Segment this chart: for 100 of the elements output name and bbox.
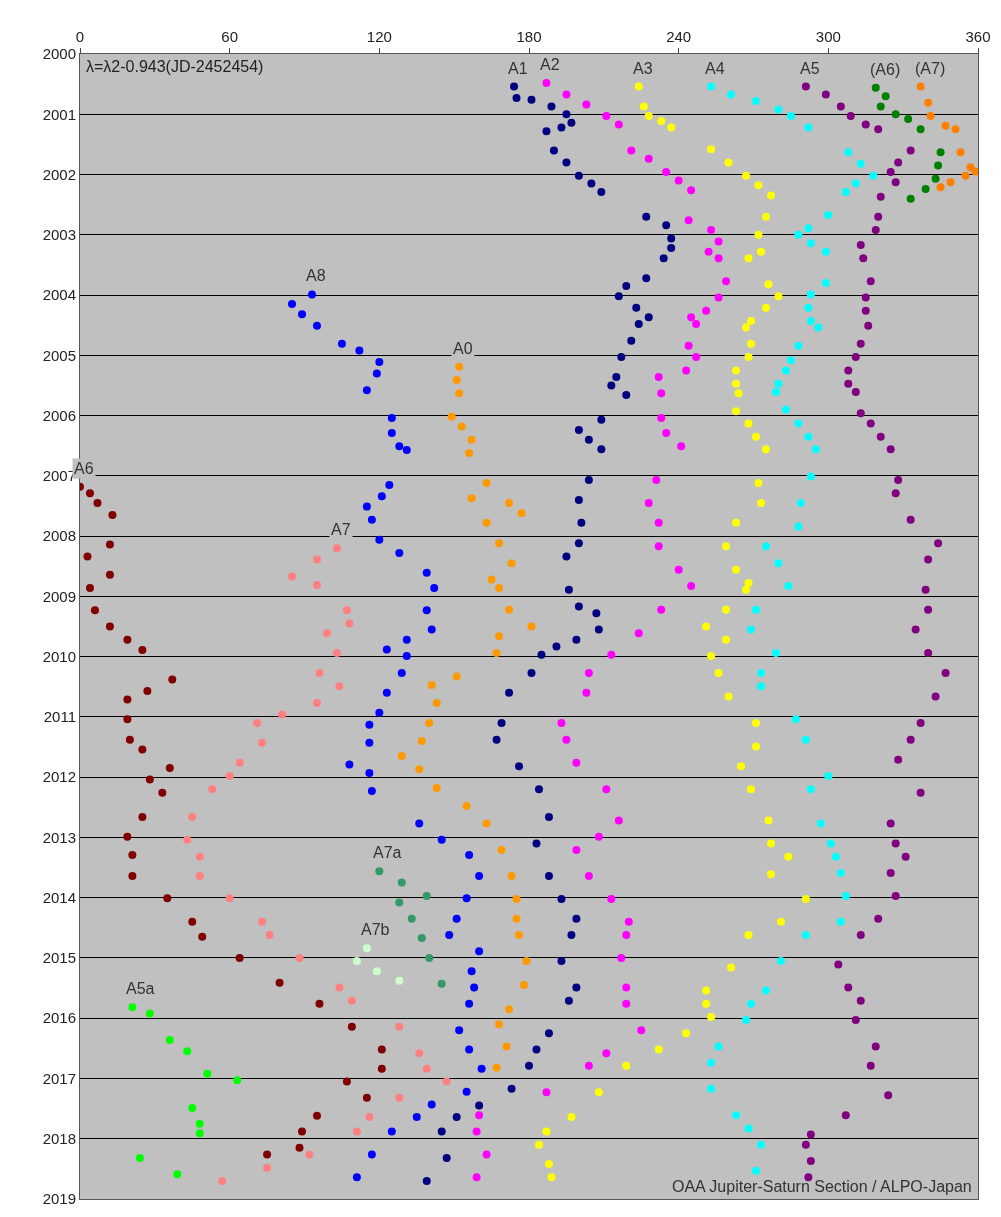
point bbox=[936, 183, 945, 192]
point bbox=[377, 1064, 386, 1073]
x-tick-label: 60 bbox=[221, 28, 239, 45]
series-label: A7a bbox=[373, 844, 402, 861]
point bbox=[425, 718, 434, 727]
point bbox=[951, 125, 960, 134]
point bbox=[881, 92, 890, 101]
point bbox=[477, 1064, 486, 1073]
point bbox=[295, 1143, 304, 1152]
point bbox=[495, 539, 504, 548]
point bbox=[971, 167, 978, 176]
y-tick-label: 2006 bbox=[42, 406, 76, 424]
point bbox=[395, 548, 404, 557]
point bbox=[465, 850, 474, 859]
annotation: λ=λ2-0.943(JD-2452454) bbox=[86, 58, 264, 75]
point bbox=[315, 668, 324, 677]
point bbox=[445, 931, 454, 940]
point bbox=[375, 867, 384, 876]
point bbox=[128, 850, 137, 859]
point bbox=[395, 1022, 404, 1031]
point bbox=[165, 764, 174, 773]
point bbox=[225, 894, 234, 903]
point bbox=[382, 688, 391, 697]
series-label: A3 bbox=[633, 60, 653, 77]
point bbox=[108, 511, 117, 520]
point bbox=[347, 996, 356, 1005]
point bbox=[195, 871, 204, 880]
point bbox=[452, 672, 461, 681]
point bbox=[395, 898, 404, 907]
point bbox=[465, 1045, 474, 1054]
point bbox=[93, 498, 102, 507]
point bbox=[397, 752, 406, 761]
point bbox=[198, 932, 207, 941]
point bbox=[352, 956, 361, 965]
x-tick-label: 360 bbox=[965, 28, 991, 45]
point bbox=[387, 429, 396, 438]
y-tick-label: 2017 bbox=[42, 1069, 76, 1087]
point bbox=[876, 102, 885, 111]
point bbox=[891, 110, 900, 119]
series-label: (A6) bbox=[870, 61, 901, 78]
point bbox=[517, 509, 526, 518]
point bbox=[173, 1170, 182, 1179]
point bbox=[946, 178, 955, 187]
series-label: A7b bbox=[361, 921, 390, 938]
point bbox=[505, 1005, 514, 1014]
point bbox=[332, 649, 341, 658]
point bbox=[375, 708, 384, 717]
point bbox=[427, 680, 436, 689]
y-tick-label: 2016 bbox=[42, 1009, 76, 1027]
point bbox=[188, 917, 197, 926]
point bbox=[90, 606, 99, 615]
y-tick-label: 2001 bbox=[42, 105, 76, 123]
point bbox=[322, 629, 331, 638]
point bbox=[452, 914, 461, 923]
point bbox=[505, 605, 514, 614]
point bbox=[455, 389, 464, 398]
point bbox=[225, 771, 234, 780]
point bbox=[352, 1173, 361, 1182]
series-label: A0 bbox=[453, 340, 473, 357]
point bbox=[105, 570, 114, 579]
y-tick-label: 2014 bbox=[42, 888, 76, 906]
point bbox=[492, 649, 501, 658]
series-label: (A7) bbox=[915, 60, 946, 77]
point bbox=[956, 148, 965, 157]
point bbox=[507, 559, 516, 568]
point bbox=[397, 668, 406, 677]
point bbox=[195, 1119, 204, 1128]
point bbox=[916, 125, 925, 134]
point bbox=[916, 82, 925, 91]
point bbox=[235, 953, 244, 962]
y-tick-label: 2000 bbox=[42, 45, 76, 63]
point bbox=[258, 917, 267, 926]
point bbox=[138, 646, 147, 654]
y-tick-label: 2012 bbox=[42, 768, 76, 786]
point bbox=[123, 715, 132, 724]
point bbox=[312, 580, 321, 589]
point bbox=[105, 622, 114, 631]
point bbox=[432, 699, 441, 708]
point bbox=[385, 480, 394, 489]
point bbox=[467, 494, 476, 503]
point bbox=[345, 760, 354, 769]
y-tick-label: 2018 bbox=[42, 1129, 76, 1147]
series-label: A1 bbox=[508, 60, 528, 77]
point bbox=[123, 635, 132, 644]
point bbox=[395, 976, 404, 985]
point bbox=[415, 1049, 424, 1058]
point bbox=[425, 953, 434, 962]
point bbox=[931, 174, 940, 183]
point bbox=[387, 1127, 396, 1136]
y-tick-label: 2019 bbox=[42, 1190, 76, 1208]
point bbox=[168, 675, 177, 684]
point bbox=[495, 583, 504, 592]
point bbox=[936, 148, 945, 157]
point bbox=[258, 738, 267, 747]
point bbox=[367, 515, 376, 524]
point bbox=[298, 310, 307, 319]
point bbox=[335, 983, 344, 992]
point bbox=[235, 758, 244, 767]
point bbox=[145, 1009, 154, 1018]
point bbox=[312, 321, 321, 330]
